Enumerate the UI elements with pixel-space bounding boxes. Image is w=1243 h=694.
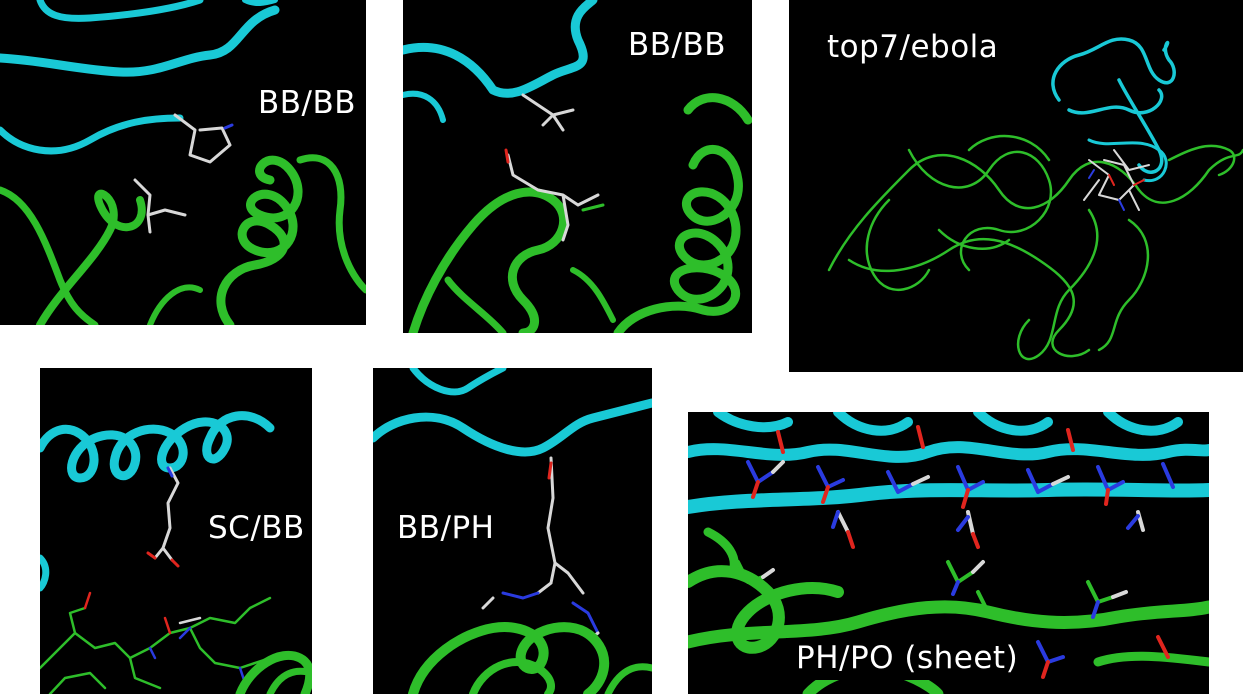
panel-label: SC/BB: [208, 510, 305, 546]
panel-label: top7/ebola: [827, 29, 999, 65]
panel-sc-bb: SC/BB: [40, 368, 312, 694]
panel-top7-ebola: top7/ebola: [789, 0, 1243, 372]
panel-bb-ph: BB/PH: [373, 368, 652, 694]
panel-ph-po-sheet: PH/PO (sheet): [688, 412, 1209, 694]
panel-bb-bb-2: BB/BB: [403, 0, 752, 333]
protein-render-bb-ph: [373, 368, 652, 694]
protein-render-ph-po-sheet: [688, 412, 1209, 694]
panel-label: BB/BB: [628, 27, 727, 63]
panel-bb-bb-1: BB/BB: [0, 0, 366, 325]
panel-label: PH/PO (sheet): [786, 638, 1029, 680]
panel-label: BB/PH: [397, 510, 495, 546]
protein-render-sc-bb: [40, 411, 312, 694]
protein-render-bb-bb-2: [403, 0, 752, 333]
protein-render-bb-bb-1: [0, 0, 366, 325]
protein-render-top7-ebola: [827, 37, 1243, 361]
panel-label: BB/BB: [258, 85, 357, 121]
